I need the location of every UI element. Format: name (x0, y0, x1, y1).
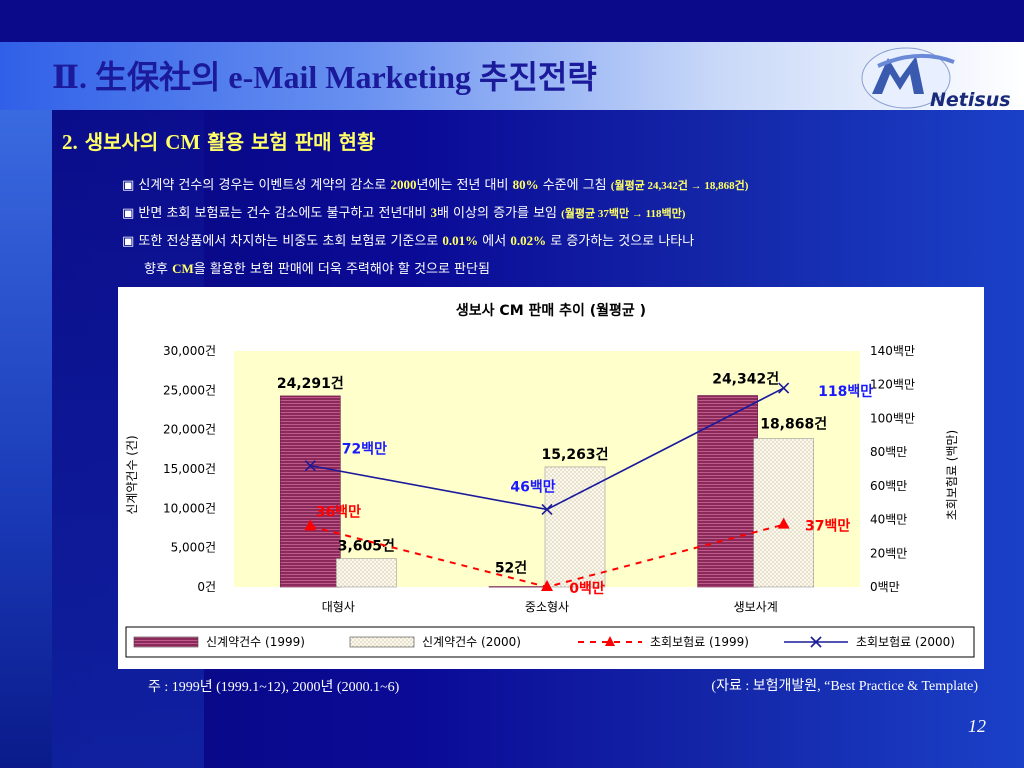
chart-container: 생보사 CM 판매 추이 (월평균 ) 0건 5,000건 10,000건 15,00… (118, 287, 984, 669)
x-tick-label: 중소형사 (525, 600, 569, 614)
y-right-tick-label: 120백만 (870, 378, 915, 392)
y-right-tick-label: 140백만 (870, 344, 915, 358)
bullet-1-mid: 년에는 전년 대비 (416, 178, 513, 193)
cm-sales-chart: 생보사 CM 판매 추이 (월평균 ) 0건 5,000건 10,000건 15,00… (124, 302, 975, 658)
legend-label: 신계약건수 (2000) (422, 634, 521, 649)
y-right-tick-label: 20백만 (870, 546, 907, 560)
bullet-1-small: (월평균 24,342건 → 18,868건) (610, 180, 749, 192)
bullet-3: ▣ 또한 전상품에서 차지하는 비중도 초회 보험료 기준으로 0.01% 에서… (122, 230, 694, 249)
bar-data-label: 3,605건 (338, 538, 395, 555)
y-right-tick-label: 100백만 (870, 411, 915, 425)
legend-label: 신계약건수 (1999) (206, 634, 305, 649)
line-point-2000 (778, 382, 790, 394)
section-subtitle: 2. 생보사의 CM 활용 보험 판매 현황 (62, 126, 375, 155)
bar-data-label: 24,291건 (277, 375, 344, 392)
legend-swatch (133, 636, 199, 648)
bar-data-label: 15,263건 (542, 446, 609, 463)
bar-1999 (488, 586, 550, 588)
x-tick-label: 생보사계 (734, 600, 778, 614)
chart-legend: 신계약건수 (1999) 신계약건수 (2000) 초회보험료 (1999) 초회보험… (125, 626, 975, 658)
line-data-label: 46백만 (510, 479, 555, 495)
bar-1999 (280, 395, 341, 588)
top-band (0, 0, 1024, 42)
bullet-1-post: 수준에 그침 (538, 178, 611, 193)
y-axis-left-label: 신계약건수 (건) (124, 435, 139, 514)
y-right-tick-label: 60백만 (870, 479, 907, 493)
netisus-logo: Netisus (858, 44, 1024, 112)
line-data-label: 37백만 (805, 519, 850, 535)
title-bar (0, 42, 1024, 110)
slide-title: Ⅱ. 生保社의 e-Mail Marketing 추진전략 (52, 59, 597, 95)
bullet-3-continued: 향후 CM을 활용한 보험 판매에 더욱 주력해야 할 것으로 판단됨 (144, 258, 490, 277)
y-left-tick-label: 20,000건 (163, 423, 216, 437)
left-stripe (0, 110, 52, 768)
line-data-label: 118백만 (818, 384, 873, 400)
y-right-tick-label: 0백만 (870, 580, 900, 594)
bullet-3-b1: 0.01% (442, 233, 479, 248)
bullet-4-pre: 향후 (144, 262, 173, 277)
subtitle-pre: 생보사의 (84, 130, 166, 154)
chart-title: 생보사 CM 판매 추이 (월평균 ) (456, 302, 646, 319)
y-left-tick-label: 30,000건 (163, 344, 216, 358)
bullet-1: ▣ 신계약 건수의 경우는 이벤트성 계약의 감소로 2000년에는 전년 대비… (122, 174, 748, 193)
bar-data-label: 24,342건 (712, 371, 779, 388)
bullet-2-mid: 배 이상의 증가를 보임 (436, 206, 562, 221)
y-left-tick-label: 25,000건 (163, 383, 216, 397)
bullet-1-b1: 2000 (390, 177, 417, 192)
y-axis-right-label: 초회보험료 (백만) (945, 430, 959, 520)
logo-text: Netisus (930, 89, 1011, 111)
y-left-tick-label: 5,000건 (171, 541, 216, 555)
bullet-4-b1: CM (172, 261, 194, 276)
source-note: (자료 : 보험개발원, “Best Practice & Template) (711, 679, 978, 694)
page-number: 12 (968, 716, 986, 736)
line-point-1999 (777, 517, 790, 529)
bar-data-label: 18,868건 (760, 416, 827, 433)
bullet-4-mid: 을 활용한 보험 판매에 더욱 주력해야 할 것으로 판단됨 (193, 262, 490, 277)
bar-2000 (753, 438, 814, 588)
bullet-3-pre: ▣ 또한 전상품에서 차지하는 비중도 초회 보험료 기준으로 (122, 234, 443, 249)
legend-swatch (349, 636, 415, 648)
footnote: 주 : 1999년 (1999.1~12), 2000년 (2000.1~6) (148, 680, 400, 695)
bullet-3-post: 로 증가하는 것으로 나타나 (546, 234, 695, 249)
subtitle-number: 2. (62, 130, 78, 154)
bullet-2: ▣ 반면 초회 보험료는 건수 감소에도 불구하고 전년대비 3배 이상의 증가… (122, 202, 685, 221)
line-data-label: 36백만 (316, 504, 361, 520)
bar-data-label: 52건 (495, 560, 527, 577)
bullet-1-b2: 80% (512, 177, 539, 192)
y-right-tick-label: 40백만 (870, 513, 907, 527)
bar-2000 (336, 558, 397, 588)
line-point-1999 (304, 519, 317, 531)
line-data-label: 72백만 (342, 442, 387, 458)
bullet-3-b2: 0.02% (510, 233, 547, 248)
line-data-label: 0백만 (569, 581, 605, 597)
legend-label: 초회보험료 (1999) (650, 635, 749, 649)
y-left-tick-label: 0건 (197, 580, 216, 594)
bullet-1-pre: ▣ 신계약 건수의 경우는 이벤트성 계약의 감소로 (122, 178, 391, 193)
line-point-2000 (304, 460, 316, 472)
bullet-2-small: (월평균 37백만 → 118백만) (561, 208, 686, 220)
legend-marker (605, 636, 615, 646)
subtitle-post: 활용 보험 판매 현황 (200, 130, 376, 154)
bullet-2-pre: ▣ 반면 초회 보험료는 건수 감소에도 불구하고 전년대비 (122, 206, 431, 221)
bullet-2-b1: 3 (430, 205, 437, 220)
y-left-tick-label: 15,000건 (163, 462, 216, 476)
legend-label: 초회보험료 (2000) (856, 635, 955, 649)
subtitle-en: CM (165, 130, 201, 154)
y-left-tick-label: 10,000건 (163, 501, 216, 515)
line-point-1999 (541, 580, 553, 591)
bar-1999 (697, 395, 758, 588)
y-right-tick-label: 80백만 (870, 445, 907, 459)
x-tick-label: 대형사 (322, 600, 355, 614)
legend-marker (810, 636, 822, 648)
bullet-3-mid: 에서 (478, 234, 511, 249)
line-point-2000 (541, 503, 553, 516)
bar-2000 (544, 466, 606, 588)
